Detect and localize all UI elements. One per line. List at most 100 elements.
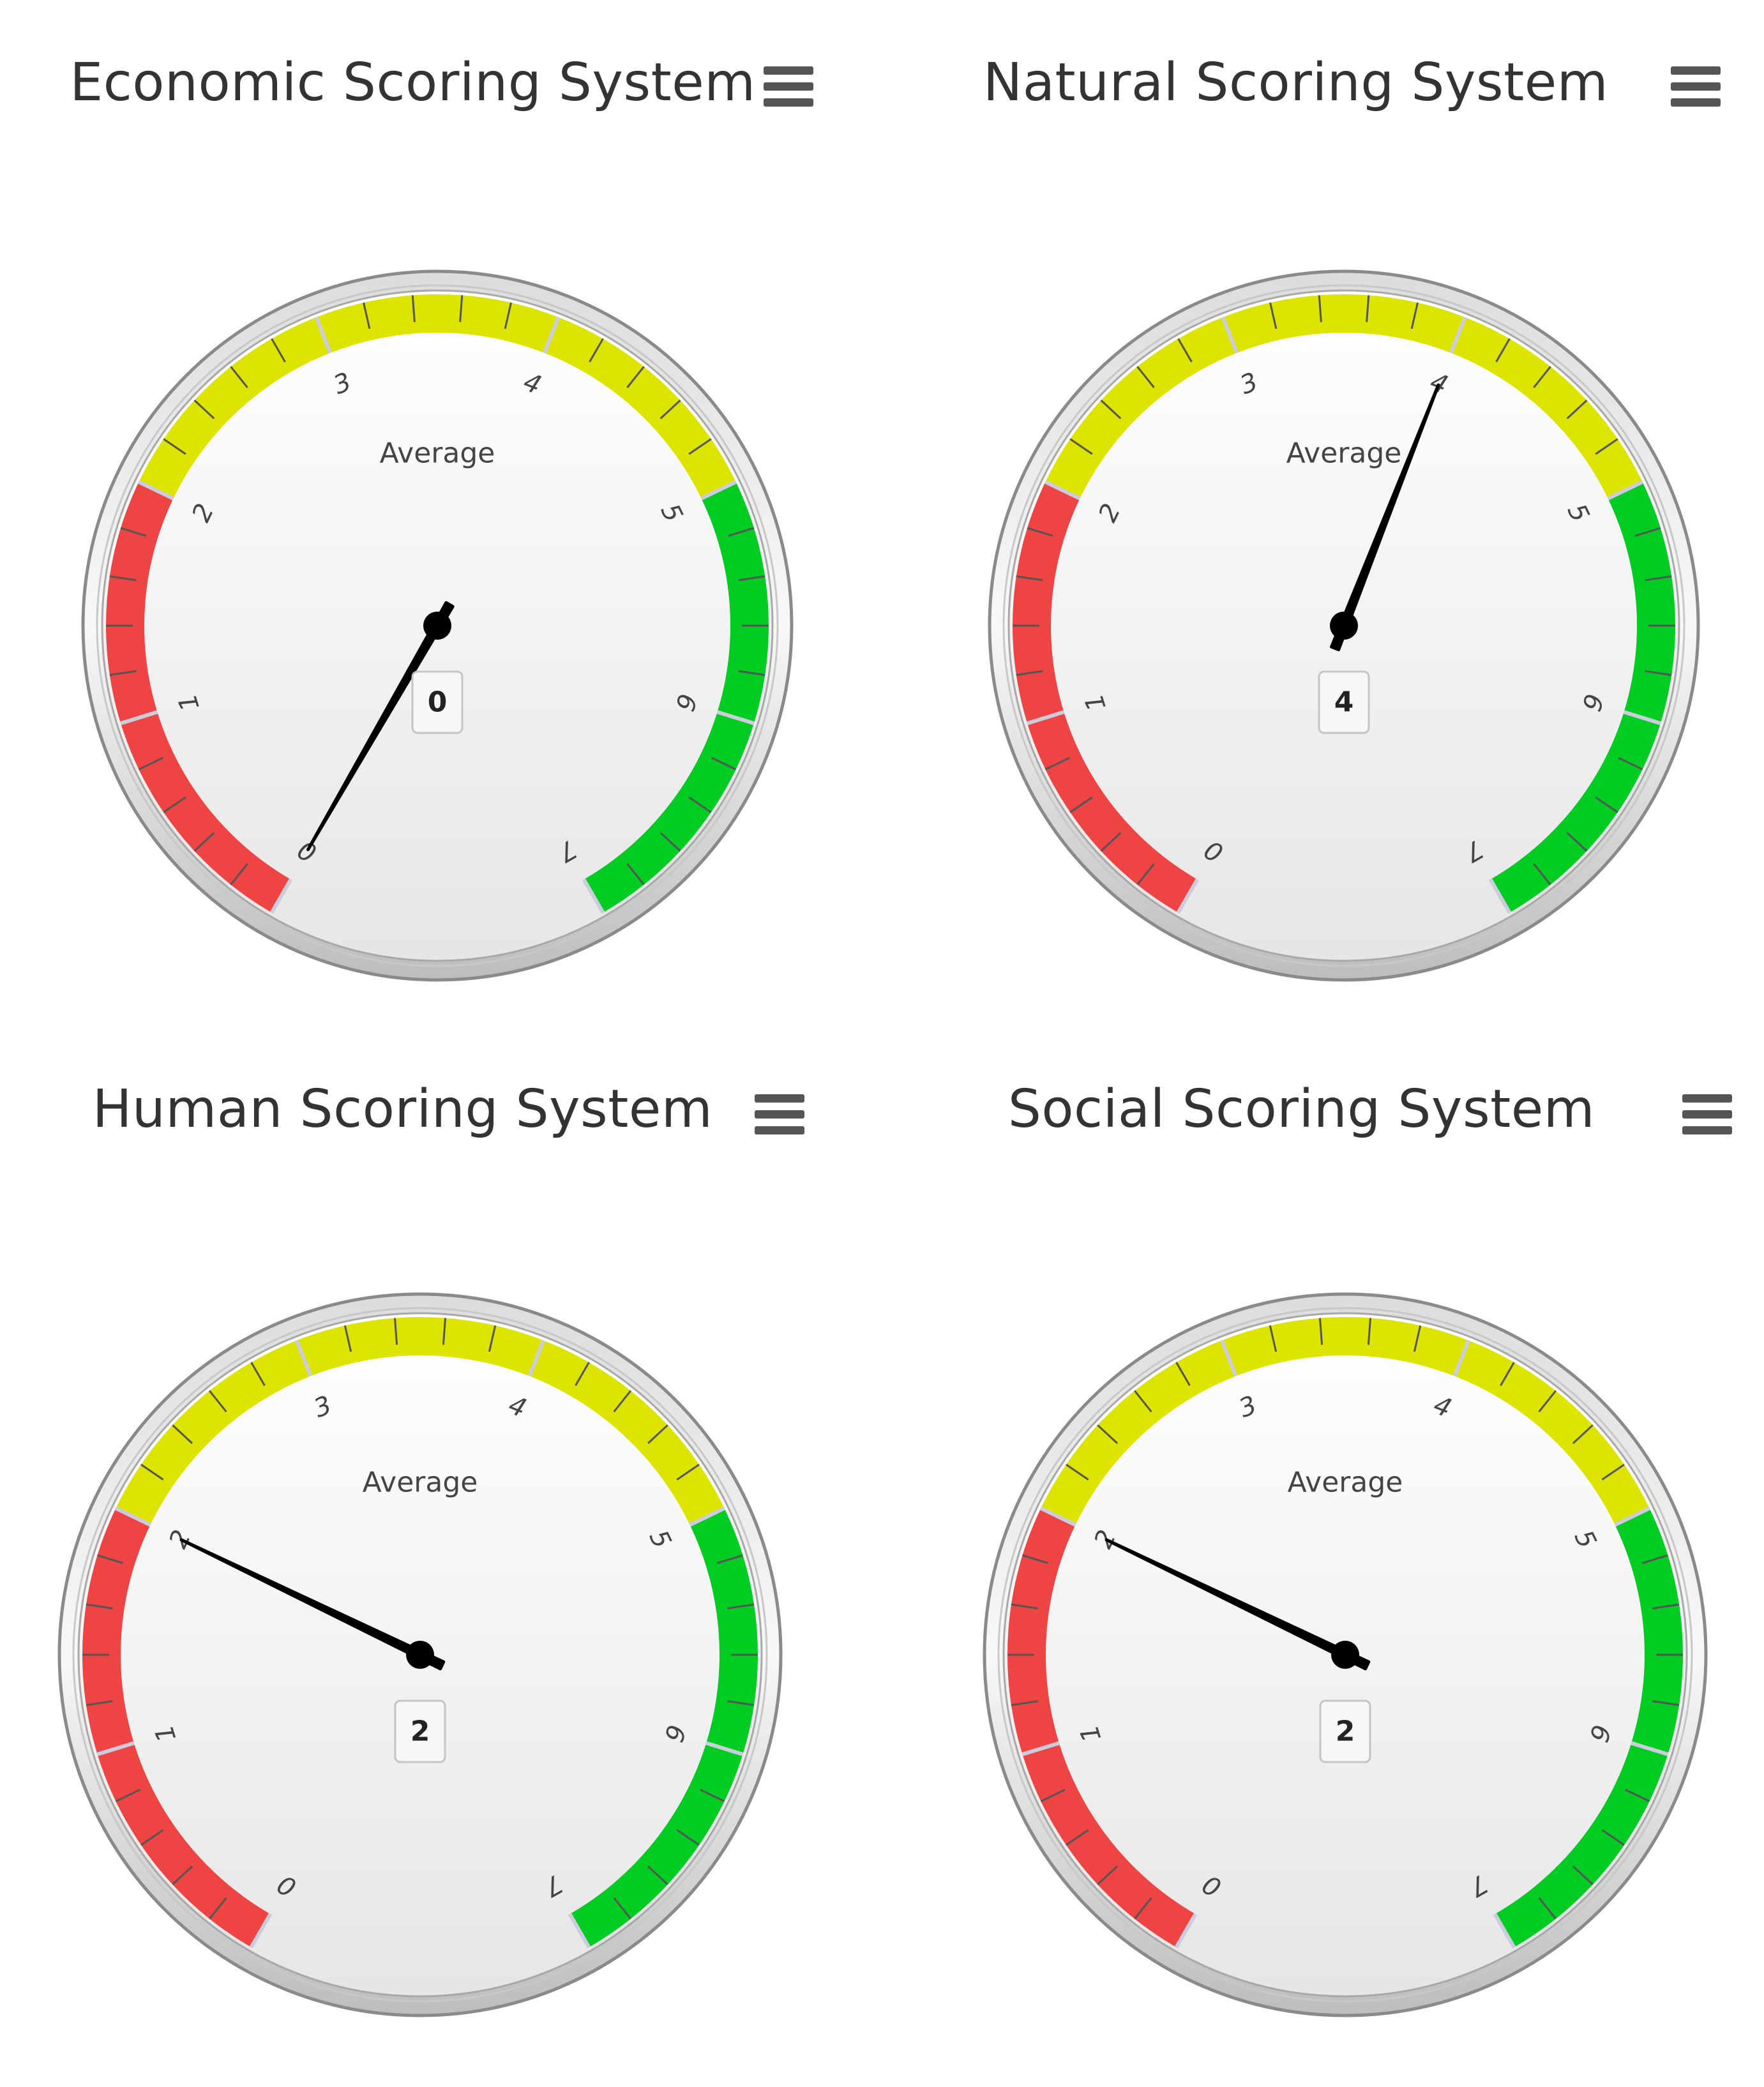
chart-title: Natural Scoring System	[983, 52, 1609, 113]
minor-tick	[1097, 1865, 1119, 1885]
major-tick	[96, 1741, 135, 1756]
minor-tick	[738, 575, 765, 582]
needle-pivot	[1330, 612, 1358, 640]
minor-tick	[1595, 438, 1618, 455]
minor-tick	[660, 832, 681, 852]
minor-tick	[1066, 1829, 1089, 1846]
minor-tick	[363, 302, 371, 329]
minor-tick	[163, 796, 186, 813]
minor-tick	[1641, 1554, 1668, 1564]
minor-tick	[393, 1318, 398, 1345]
minor-tick	[1566, 832, 1588, 852]
major-tick	[1452, 1339, 1471, 1377]
hamburger-menu-icon	[1682, 1094, 1732, 1103]
minor-tick	[140, 1463, 164, 1480]
chart-menu-button[interactable]	[1682, 1094, 1736, 1139]
major-tick	[1174, 1913, 1198, 1948]
major-tick	[138, 480, 174, 501]
minor-tick	[1100, 832, 1122, 852]
minor-tick	[1595, 796, 1618, 813]
minor-tick	[193, 832, 215, 852]
plot-band	[1041, 1317, 1650, 1525]
major-tick	[705, 1741, 744, 1756]
minor-tick	[1011, 1700, 1038, 1707]
minor-tick	[1022, 1554, 1049, 1564]
value-label-box	[1318, 670, 1370, 734]
minor-tick	[676, 1463, 700, 1480]
minor-tick	[1100, 399, 1122, 419]
major-tick	[689, 1506, 725, 1527]
minor-tick	[193, 399, 215, 419]
major-tick	[1040, 1506, 1076, 1527]
plot-band	[1013, 481, 1198, 913]
major-tick	[294, 1339, 313, 1377]
minor-tick	[1601, 1463, 1625, 1480]
minor-tick	[1601, 1829, 1625, 1846]
pane-label: Average	[363, 1466, 478, 1499]
plot-band	[82, 1508, 271, 1948]
plot-band	[106, 481, 291, 913]
minor-tick	[1413, 1325, 1422, 1352]
minor-tick	[1136, 366, 1155, 389]
chart-title: Economic Scoring System	[70, 52, 756, 113]
hamburger-menu-icon	[755, 1094, 804, 1103]
major-tick	[700, 480, 737, 501]
major-tick	[1449, 316, 1467, 354]
minor-tick	[1069, 438, 1093, 455]
minor-tick	[1566, 399, 1588, 419]
minor-tick	[1572, 1424, 1594, 1444]
needle-pivot	[423, 612, 451, 640]
minor-tick	[97, 1554, 124, 1564]
minor-tick	[109, 670, 137, 676]
minor-tick	[626, 366, 645, 389]
minor-tick	[250, 1362, 266, 1386]
gauge-panel-human: Human Scoring System 0 1 2 3 4 5 6 7 Average 2	[0, 1028, 882, 2071]
major-tick	[527, 1339, 546, 1377]
value-label: 4	[1334, 686, 1354, 719]
minor-tick	[716, 1554, 743, 1564]
minor-tick	[1011, 1603, 1038, 1609]
major-tick	[1607, 480, 1643, 501]
major-tick	[582, 878, 605, 914]
minor-tick	[1533, 863, 1551, 885]
minor-tick	[411, 295, 416, 322]
minor-tick	[1134, 1897, 1152, 1920]
minor-tick	[504, 302, 512, 329]
minor-tick	[1572, 1865, 1594, 1885]
value-label-box	[1319, 1699, 1371, 1763]
minor-tick	[1027, 527, 1053, 537]
minor-tick	[209, 1390, 227, 1413]
minor-tick	[271, 338, 286, 363]
value-label: 2	[1336, 1715, 1355, 1748]
pane-label: Average	[380, 437, 495, 470]
major-tick	[249, 1913, 273, 1948]
chart-menu-button[interactable]	[1671, 66, 1724, 111]
minor-tick	[738, 670, 765, 676]
minor-tick	[1069, 796, 1093, 813]
chart-menu-button[interactable]	[755, 1094, 808, 1139]
minor-tick	[1367, 1318, 1372, 1345]
major-tick	[1614, 1506, 1650, 1527]
minor-tick	[1652, 1603, 1680, 1609]
minor-tick	[230, 366, 248, 389]
minor-tick	[613, 1390, 631, 1413]
minor-tick	[209, 1897, 227, 1920]
minor-tick	[230, 863, 248, 885]
minor-tick	[120, 527, 147, 537]
value-label-box	[394, 1699, 446, 1763]
minor-tick	[1016, 575, 1043, 582]
minor-tick	[459, 295, 464, 322]
minor-tick	[1136, 863, 1155, 885]
chart-menu-button[interactable]	[764, 66, 817, 111]
value-label: 2	[411, 1715, 430, 1748]
minor-tick	[1495, 338, 1511, 363]
minor-tick	[1533, 366, 1551, 389]
major-tick	[1493, 1913, 1516, 1948]
major-tick	[1176, 878, 1200, 914]
major-tick	[568, 1913, 591, 1948]
chart-title: Human Scoring System	[92, 1079, 713, 1140]
major-tick	[1027, 710, 1065, 725]
minor-tick	[1538, 1390, 1557, 1413]
